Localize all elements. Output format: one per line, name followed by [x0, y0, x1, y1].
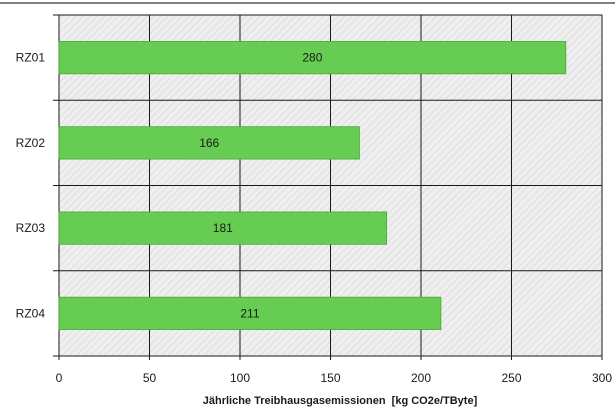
data-label: 211	[240, 306, 259, 320]
data-label: 280	[302, 51, 322, 65]
x-axis-title: Jährliche Treibhausgasemissionen [kg CO2…	[203, 395, 478, 407]
bars	[58, 41, 567, 330]
bar-rz01	[58, 41, 567, 75]
bar-rz03	[58, 211, 388, 245]
x-tick-label: 0	[56, 371, 63, 385]
category-label: RZ02	[16, 136, 46, 150]
x-tick-label: 150	[320, 371, 340, 385]
x-tick-label: 50	[143, 371, 157, 385]
labels: 0 50 100 150 200 250 300 RZ01 280 RZ02 166 RZ03 181 R…	[16, 51, 613, 385]
x-tick-label: 300	[592, 371, 612, 385]
x-tick-label: 250	[501, 371, 521, 385]
x-tick-label: 100	[230, 371, 250, 385]
data-label: 181	[213, 221, 233, 235]
x-tick-label: 200	[411, 371, 431, 385]
data-label: 166	[199, 136, 219, 150]
category-label: RZ04	[16, 306, 46, 320]
bar-rz04	[58, 296, 442, 330]
category-label: RZ01	[16, 51, 46, 65]
bar-rz02	[58, 126, 360, 160]
category-label: RZ03	[16, 221, 46, 235]
